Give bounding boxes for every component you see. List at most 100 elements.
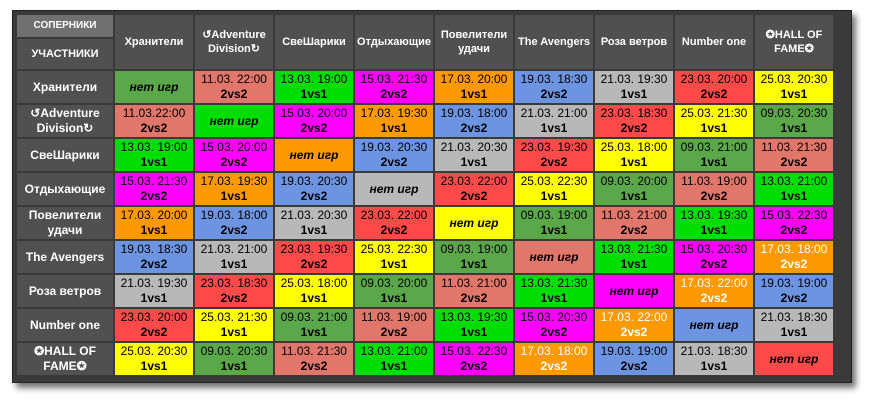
match-format: 2vs2 — [140, 121, 168, 135]
match-datetime: 13.03. 21:30 — [520, 276, 588, 290]
match-format: 2vs2 — [220, 291, 248, 305]
match-datetime: 15.03. 20:30 — [680, 242, 748, 256]
match-cell: 15.03. 21:30 2vs2 — [355, 71, 433, 103]
match-cell: 11.03. 21:30 2vs2 — [275, 343, 353, 375]
match-datetime: 09.03. 20:30 — [200, 344, 268, 358]
match-format: 1vs1 — [700, 155, 728, 169]
no-games-label: нет игр — [129, 80, 179, 94]
column-header-team-9: ✪HALL OF FAME✪ — [755, 15, 833, 69]
match-format: 2vs2 — [140, 189, 168, 203]
match-cell: 13.03. 21:30 1vs1 — [515, 275, 593, 307]
match-datetime: 09.03. 19:00 — [520, 208, 588, 222]
match-datetime: 17.03. 18:00 — [520, 344, 588, 358]
match-format: 1vs1 — [220, 359, 248, 373]
match-format: 1vs1 — [620, 257, 648, 271]
match-format: 1vs1 — [140, 155, 168, 169]
match-format: 1vs1 — [620, 189, 648, 203]
match-datetime: 13.03. 21:00 — [760, 174, 828, 188]
match-format: 1vs1 — [460, 155, 488, 169]
match-format: 1vs1 — [300, 223, 328, 237]
match-datetime: 09.03. 20:30 — [760, 106, 828, 120]
match-format: 2vs2 — [780, 223, 808, 237]
match-cell: 11.03.22:00 2vs2 — [115, 105, 193, 137]
no-games-cell: нет игр — [595, 275, 673, 307]
match-datetime: 19.03. 18:00 — [440, 106, 508, 120]
match-cell: 21.03. 19:30 1vs1 — [115, 275, 193, 307]
match-datetime: 21.03. 20:30 — [440, 140, 508, 154]
match-format: 1vs1 — [700, 223, 728, 237]
match-cell: 25.03. 20:30 1vs1 — [755, 71, 833, 103]
match-format: 1vs1 — [540, 189, 568, 203]
match-cell: 21.03. 18:30 1vs1 — [755, 309, 833, 341]
match-cell: 15.03. 20:30 2vs2 — [675, 241, 753, 273]
match-cell: 21.03. 20:30 1vs1 — [275, 207, 353, 239]
match-datetime: 19.03. 19:00 — [600, 344, 668, 358]
match-cell: 17.03. 18:00 2vs2 — [515, 343, 593, 375]
match-datetime: 17.03. 22:00 — [600, 310, 668, 324]
match-datetime: 13.03. 19:00 — [120, 140, 188, 154]
match-datetime: 11.03. 21:30 — [761, 140, 827, 154]
match-cell: 21.03. 18:30 1vs1 — [675, 343, 753, 375]
match-datetime: 15.03. 22:30 — [760, 208, 828, 222]
match-format: 2vs2 — [300, 359, 328, 373]
column-header-team-8: Number one — [675, 15, 753, 69]
match-format: 1vs1 — [140, 359, 168, 373]
match-cell: 19.03. 18:30 2vs2 — [515, 71, 593, 103]
column-header-team-4: Отдыхающие — [355, 15, 433, 69]
table-row: Отдыхающие 15.03. 21:30 2vs2 17.03. 19:30 1v… — [17, 173, 833, 205]
match-datetime: 11.03. 21:00 — [601, 208, 667, 222]
match-format: 1vs1 — [380, 257, 408, 271]
table-row: ✪HALL OF FAME✪ 25.03. 20:30 1vs1 09.03. 20:… — [17, 343, 833, 375]
match-format: 2vs2 — [620, 359, 648, 373]
match-cell: 19.03. 18:30 2vs2 — [115, 241, 193, 273]
match-cell: 11.03. 22:00 2vs2 — [195, 71, 273, 103]
table-row: ↺Adventure Division↻ 11.03.22:00 2vs2 нет и… — [17, 105, 833, 137]
column-header-team-3: СвеШарики — [275, 15, 353, 69]
match-format: 1vs1 — [460, 325, 488, 339]
match-cell: 17.03. 20:00 1vs1 — [435, 71, 513, 103]
match-cell: 17.03. 20:00 1vs1 — [115, 207, 193, 239]
match-format: 1vs1 — [300, 325, 328, 339]
match-cell: 09.03. 20:30 1vs1 — [195, 343, 273, 375]
no-games-cell: нет игр — [355, 173, 433, 205]
header-row: СОПЕРНИКИ УЧАСТНИКИ Хранители ↺Adventure Di… — [17, 15, 833, 69]
match-format: 1vs1 — [540, 223, 568, 237]
match-datetime: 19.03. 19:00 — [760, 276, 828, 290]
match-cell: 15.03. 22:30 2vs2 — [755, 207, 833, 239]
match-cell: 23.03. 22:00 2vs2 — [435, 173, 513, 205]
match-format: 1vs1 — [380, 359, 408, 373]
match-datetime: 23.03. 22:00 — [440, 174, 508, 188]
match-format: 2vs2 — [540, 359, 568, 373]
match-format: 2vs2 — [140, 325, 168, 339]
match-cell: 09.03. 20:00 1vs1 — [595, 173, 673, 205]
match-datetime: 21.03. 19:30 — [120, 276, 188, 290]
column-header-team-1: Хранители — [115, 15, 193, 69]
column-header-team-2: ↺Adventure Division↻ — [195, 15, 273, 69]
match-datetime: 11.03. 22:00 — [201, 72, 267, 86]
match-datetime: 19.03. 20:30 — [280, 174, 348, 188]
match-cell: 19.03. 18:00 2vs2 — [435, 105, 513, 137]
match-datetime: 13.03. 19:00 — [280, 72, 348, 86]
row-header-team-4: Отдыхающие — [17, 173, 113, 205]
row-header-team-6: The Avengers — [17, 241, 113, 273]
table-row: Повелители удачи 17.03. 20:00 1vs1 19.03. 1… — [17, 207, 833, 239]
match-format: 2vs2 — [380, 155, 408, 169]
match-datetime: 17.03. 19:30 — [360, 106, 428, 120]
match-datetime: 17.03. 20:00 — [120, 208, 188, 222]
no-games-cell: нет игр — [115, 71, 193, 103]
match-datetime: 19.03. 18:30 — [120, 242, 188, 256]
schedule-table: СОПЕРНИКИ УЧАСТНИКИ Хранители ↺Adventure Di… — [15, 13, 835, 377]
match-format: 2vs2 — [540, 155, 568, 169]
match-cell: 09.03. 21:00 1vs1 — [675, 139, 753, 171]
match-cell: 21.03. 21:00 1vs1 — [195, 241, 273, 273]
match-datetime: 23.03. 18:30 — [200, 276, 268, 290]
match-cell: 15.03. 20:30 2vs2 — [515, 309, 593, 341]
match-format: 1vs1 — [540, 291, 568, 305]
match-cell: 19.03. 19:00 2vs2 — [595, 343, 673, 375]
match-format: 1vs1 — [380, 121, 408, 135]
match-format: 2vs2 — [620, 223, 648, 237]
match-datetime: 19.03. 18:30 — [520, 72, 588, 86]
match-datetime: 23.03. 20:00 — [680, 72, 748, 86]
match-format: 2vs2 — [380, 325, 408, 339]
row-header-team-5: Повелители удачи — [17, 207, 113, 239]
